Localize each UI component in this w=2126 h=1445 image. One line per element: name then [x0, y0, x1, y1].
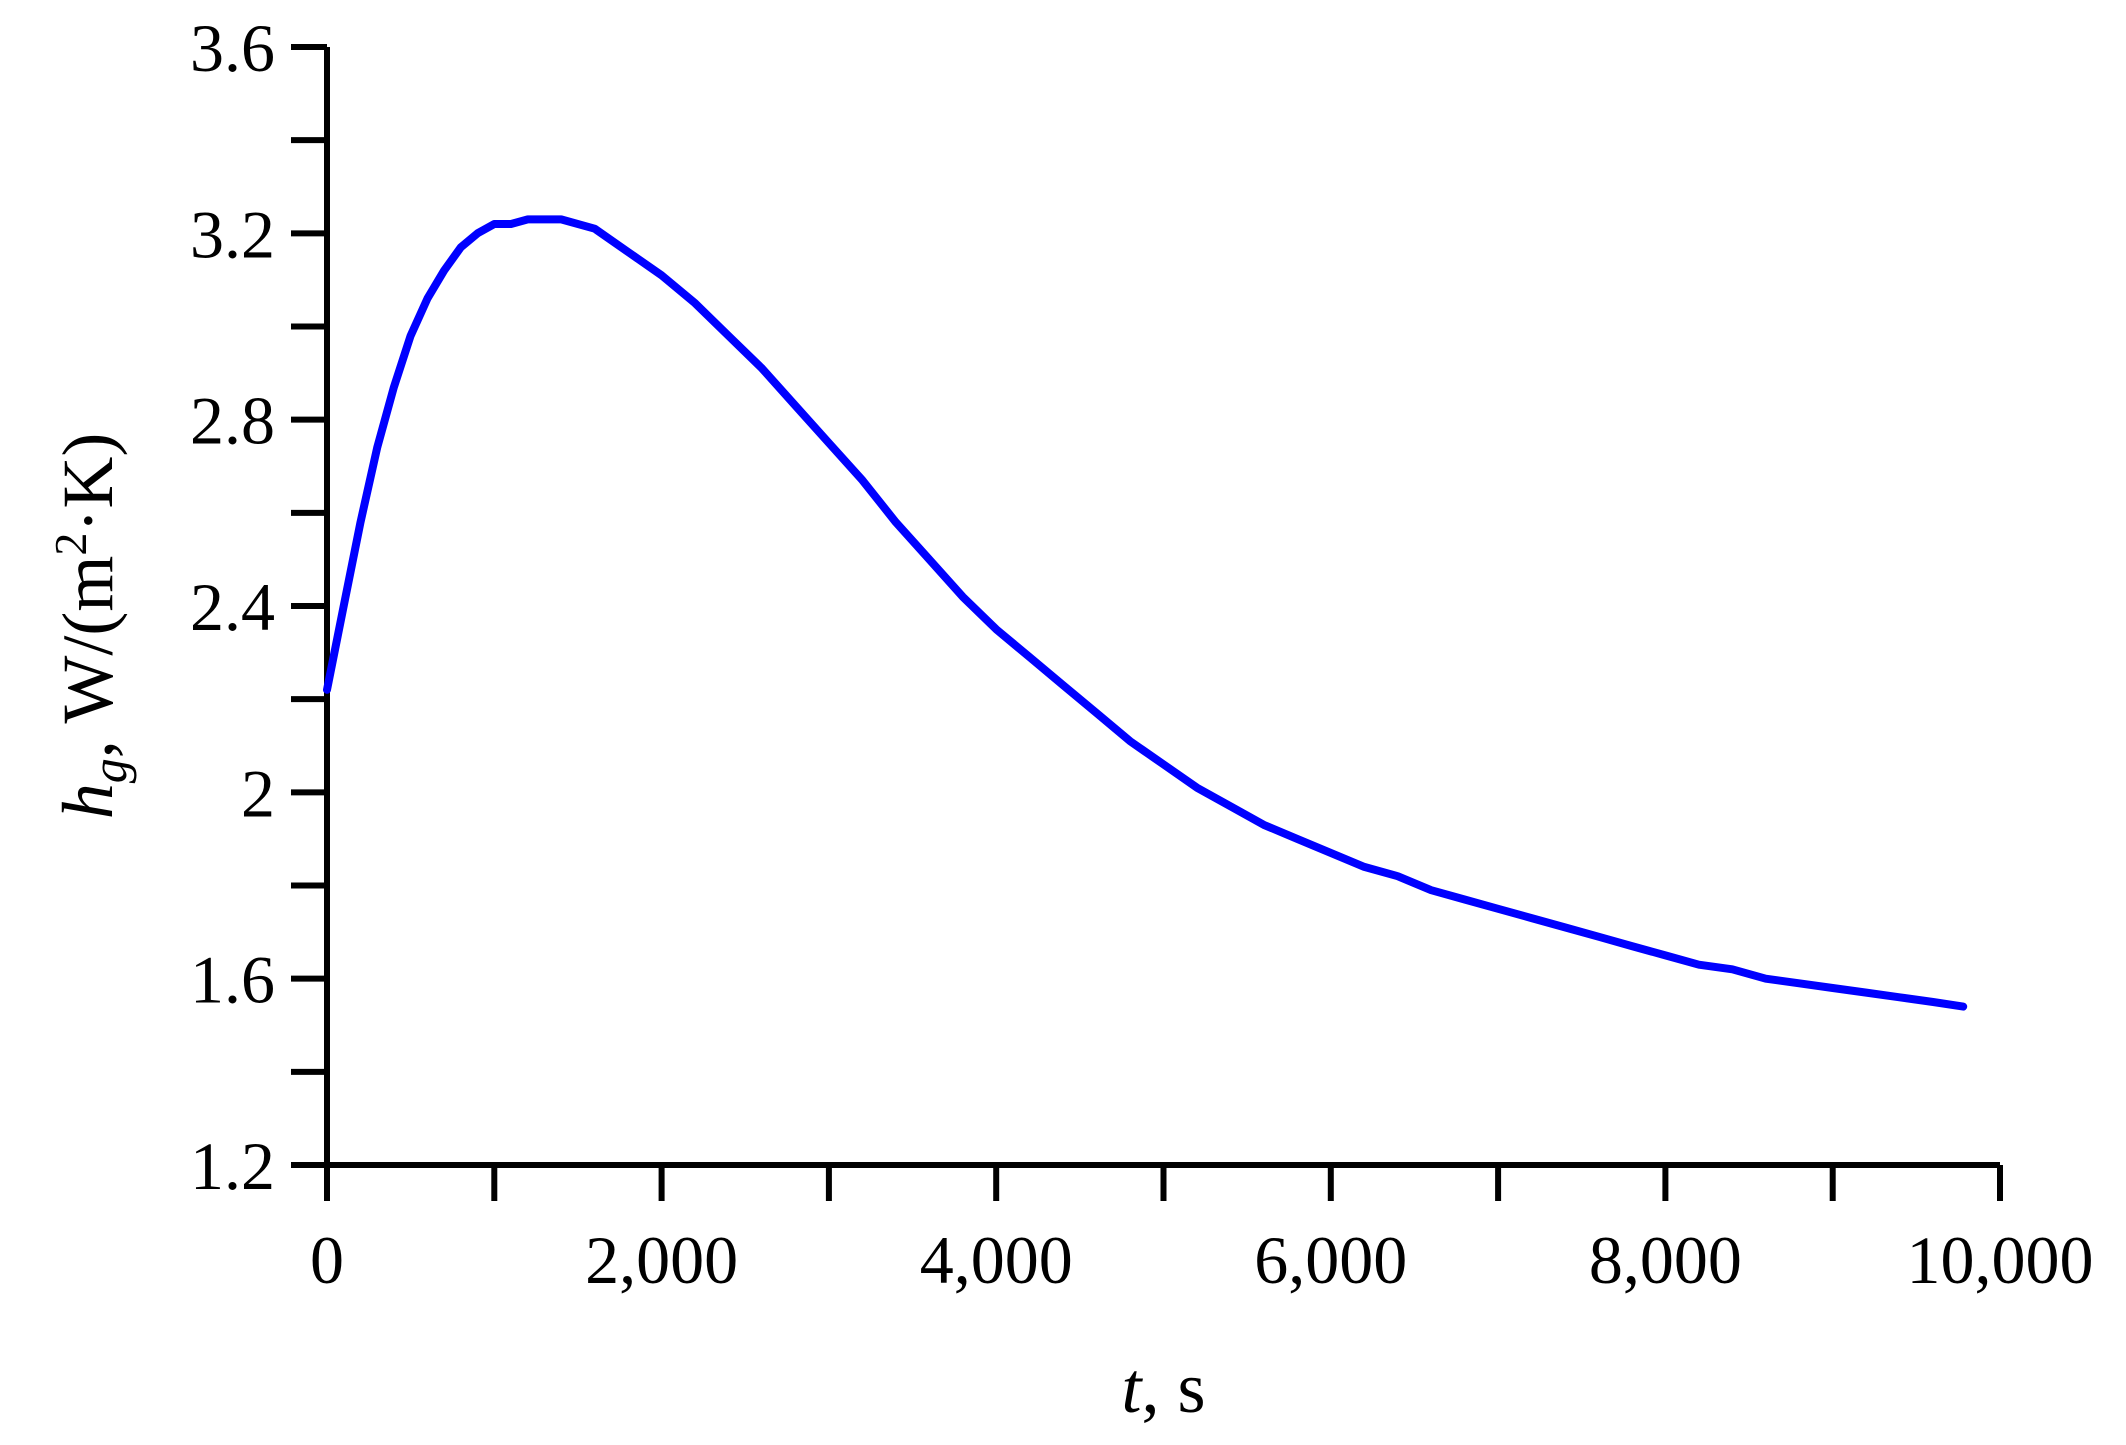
- axes-group: [324, 47, 2000, 1168]
- y-tick-label: 2: [241, 755, 275, 831]
- series-layer: [323, 215, 1968, 1011]
- y-axis-unit-suffix: ·K): [48, 433, 128, 533]
- x-axis-variable: t: [1121, 1348, 1143, 1428]
- x-axis-title: t, s: [1121, 1348, 1205, 1428]
- y-tick-label: 1.6: [190, 942, 275, 1018]
- x-tick-label: 8,000: [1589, 1222, 1742, 1298]
- y-axis-title-text: hg, W/(m2·K): [45, 433, 137, 820]
- y-axis-variable: h: [48, 783, 128, 819]
- x-tick-label: 6,000: [1254, 1222, 1407, 1298]
- x-axis-unit: , s: [1141, 1348, 1205, 1428]
- x-tick-label: 4,000: [920, 1222, 1073, 1298]
- y-axis-title: hg, W/(m2·K): [45, 433, 137, 820]
- x-tick-label: 0: [310, 1222, 344, 1298]
- y-axis-comma: ,: [48, 740, 128, 758]
- y-tick-label: 2.4: [190, 569, 275, 645]
- y-tick-label: 2.8: [190, 383, 275, 459]
- tick-marks: [291, 44, 2003, 1201]
- series-line: [323, 215, 1968, 1011]
- y-tick-label: 3.6: [190, 10, 275, 86]
- y-axis-unit-prefix: W/(m: [48, 556, 128, 741]
- x-tick-label: 2,000: [585, 1222, 738, 1298]
- tick-labels: 1.2 1.6 2 2.4 2.8 3.2 3.6 0 2,000 4,000 6,000 8,000…: [190, 10, 2094, 1298]
- y-tick-label: 1.2: [190, 1128, 275, 1204]
- x-tick-label: 10,000: [1907, 1222, 2094, 1298]
- y-axis-subscript: g: [81, 758, 137, 783]
- y-axis-superscript: 2: [45, 533, 96, 556]
- y-tick-label: 3.2: [190, 196, 275, 272]
